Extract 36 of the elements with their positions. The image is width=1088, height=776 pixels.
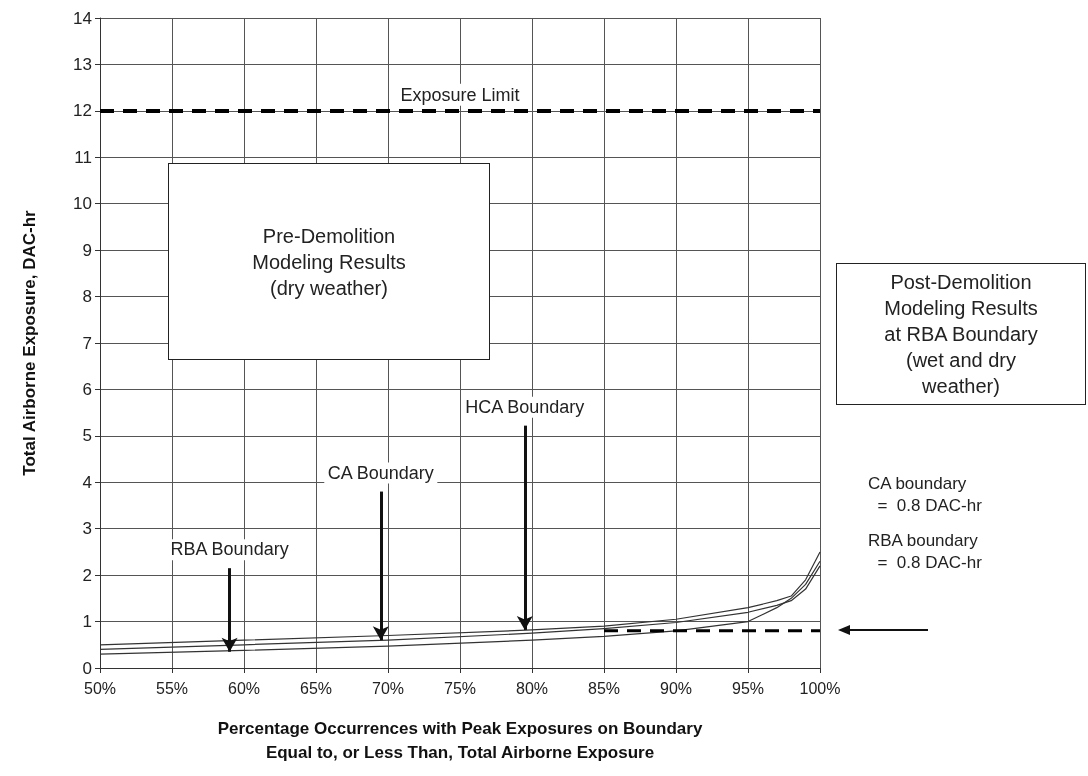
x-tick-label: 60% [227,679,261,697]
y-tick-label: 10 [73,194,92,214]
y-tick-label: 1 [82,612,92,632]
y-tick-label: 9 [82,240,92,260]
y-tick-label: 14 [73,8,92,28]
text: RBA boundary = 0.8 DAC-hr [868,530,983,574]
x-tick-label: 95% [731,679,765,697]
y-tick-label: 11 [74,147,92,167]
y-tick-label: 8 [82,287,92,307]
y-tick-label: 4 [82,472,92,492]
x-tick-label: 90% [659,679,693,697]
annotation: RBA Boundary [170,539,289,560]
y-tick-label: 0 [82,658,92,678]
x-tick-label: 75% [443,679,477,697]
y-tick-label: 12 [73,101,92,121]
text: CA boundary = 0.8 DAC-hr [868,473,983,517]
ref-line-label: Exposure Limit [400,84,520,105]
x-tick-label: 80% [515,679,549,697]
text-box: Post-Demolition Modeling Results at RBA Boundary (wet and dry weather) [836,263,1086,405]
text-box: Pre-Demolition Modeling Results (dry weather) [168,163,490,360]
annotation: HCA Boundary [465,396,585,417]
y-axis-title: Total Airborne Exposure, DAC-hr [20,209,39,476]
x-tick-label: 100% [799,679,841,697]
x-axis-title: Percentage Occurrences with Peak Exposures on Boundary Equal to, or Less Than, Total Airborne Exposure [217,718,703,762]
x-tick-label: 70% [371,679,405,697]
y-tick-label: 2 [82,565,92,585]
y-tick-label: 6 [82,379,92,399]
y-tick-label: 5 [82,426,92,446]
y-tick-label: 13 [73,54,92,74]
y-tick-label: 7 [82,333,92,353]
x-tick-label: 85% [587,679,621,697]
x-tick-label: 55% [155,679,189,697]
y-tick-label: 3 [82,519,92,539]
x-tick-label: 50% [83,679,117,697]
annotation: CA Boundary [327,462,434,483]
x-tick-label: 65% [299,679,333,697]
